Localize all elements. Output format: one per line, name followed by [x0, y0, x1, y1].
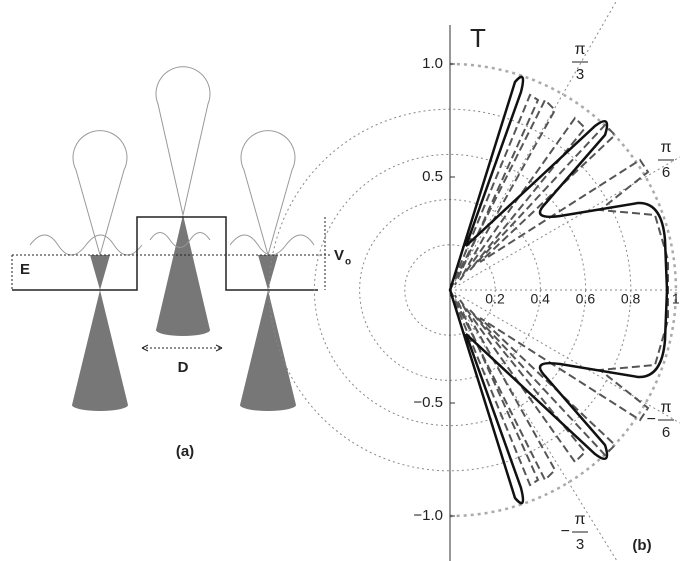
y-tick-labels: 1.0 0.5 −0.5 −1.0 [413, 55, 443, 524]
width-label: D [178, 359, 189, 376]
caption: (a) [176, 443, 194, 460]
y-tick-label: 1.0 [422, 55, 443, 72]
angle-numerator: π [660, 139, 671, 156]
angle-denominator: 6 [662, 164, 670, 181]
loop [155, 66, 211, 216]
x-tick-label: 0.8 [621, 291, 641, 307]
x-tick-labels: 0.2 0.4 0.6 0.8 1 [485, 291, 680, 307]
radial-line [449, 289, 618, 561]
caption: (b) [632, 537, 651, 554]
x-tick-label: 0.6 [576, 291, 596, 307]
loop [72, 130, 128, 257]
cone [258, 255, 278, 290]
y-tick-label: −1.0 [413, 507, 443, 524]
barrier-subscript: o [345, 257, 351, 268]
x-tick-label: 0.2 [485, 291, 505, 307]
cone [72, 290, 128, 411]
angle-numerator: π [574, 41, 585, 58]
arrow-heads [141, 344, 223, 352]
y-tick-label: −0.5 [413, 394, 443, 411]
x-tick-label: 1 [672, 291, 680, 307]
cone [240, 290, 296, 411]
y-tick-label: 0.5 [422, 168, 443, 185]
angle-denominator: 3 [576, 66, 584, 83]
angle-sign: − [647, 411, 656, 428]
tick-marks [450, 63, 455, 517]
angle-numerator: π [660, 399, 671, 416]
loop [240, 130, 296, 257]
angle-denominator: 6 [662, 424, 670, 441]
radial-line [449, 156, 680, 291]
angle-sign: − [561, 523, 570, 540]
panel-a: E V o D (a) [11, 66, 351, 460]
angle-numerator: π [574, 511, 585, 528]
radial-line [449, 289, 680, 424]
outer-circle [449, 62, 678, 518]
panel-b: T 1.00.5−0.5−1.0 0.2 0.4 0.6 0.8 1 π3π6−π6−π… [268, 0, 680, 561]
cone [156, 215, 210, 336]
solid-curve [448, 75, 669, 505]
axis-label: T [470, 23, 486, 53]
energy-label: E [20, 261, 30, 278]
barrier-label: V [334, 247, 344, 264]
angle-denominator: 3 [576, 536, 584, 553]
x-tick-label: 0.4 [530, 291, 550, 307]
potential [12, 216, 318, 291]
wave [29, 232, 315, 256]
radial-line [449, 0, 618, 291]
cone [90, 255, 110, 290]
